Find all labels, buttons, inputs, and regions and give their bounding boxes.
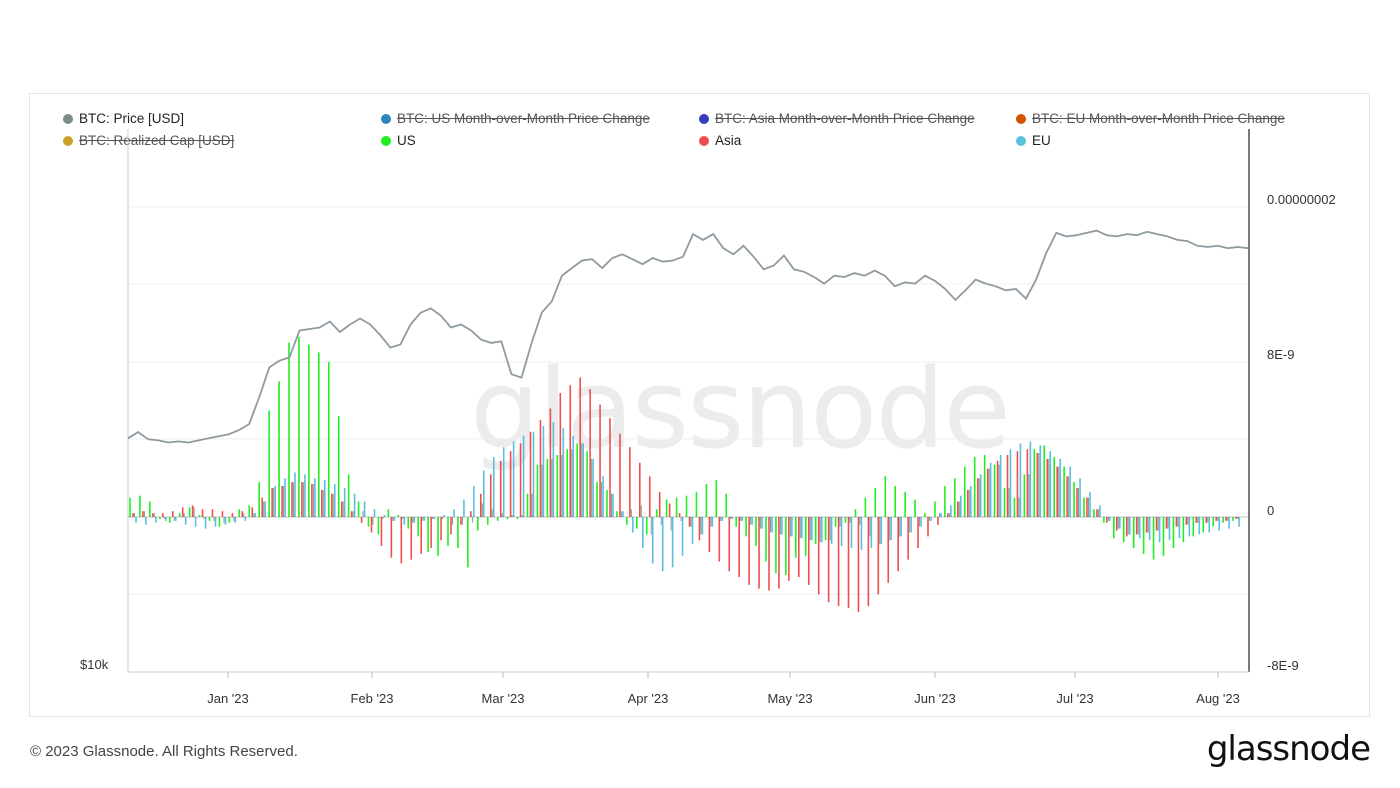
legend-label: BTC: Asia Month-over-Month Price Change [715,111,975,126]
legend-item-btc-eu-month-over-month-price-change[interactable]: BTC: EU Month-over-Month Price Change [1016,111,1285,126]
legend-label: EU [1032,133,1051,148]
legend-item-btc-realized-cap-usd[interactable]: BTC: Realized Cap [USD] [63,133,234,148]
legend-label: BTC: EU Month-over-Month Price Change [1032,111,1285,126]
legend-label: Asia [715,133,742,148]
legend-swatch [63,113,73,124]
x-tick-label: May '23 [767,691,812,706]
x-tick-label: Mar '23 [482,691,525,706]
left-axis-label: $10k [80,657,109,672]
legend-swatch [1016,113,1026,124]
x-tick-label: Jan '23 [207,691,249,706]
legend-label: US [397,133,416,148]
x-tick-label: Apr '23 [628,691,669,706]
legend-swatch [381,135,391,146]
legend-label: BTC: Realized Cap [USD] [79,133,235,148]
right-axis-label: -8E-9 [1267,658,1299,673]
x-tick-label: Jul '23 [1056,691,1093,706]
price-line [127,229,1249,444]
x-tick-label: Feb '23 [351,691,394,706]
legend-swatch [381,113,391,124]
legend-item-btc-price-usd[interactable]: BTC: Price [USD] [63,111,184,126]
glassnode-logo: glassnode [1206,729,1371,769]
x-tick-label: Jun '23 [914,691,956,706]
legend-swatch [699,135,709,146]
right-axis-label: 0.00000002 [1267,192,1336,207]
right-axis-label: 8E-9 [1267,347,1294,362]
copyright-footer: © 2023 Glassnode. All Rights Reserved. [30,743,298,760]
legend-item-eu[interactable]: EU [1016,133,1051,148]
legend-item-asia[interactable]: Asia [699,133,741,148]
right-axis-label: 0 [1267,503,1274,518]
legend-item-btc-asia-month-over-month-price-change[interactable]: BTC: Asia Month-over-Month Price Change [699,111,975,126]
legend-item-btc-us-month-over-month-price-change[interactable]: BTC: US Month-over-Month Price Change [381,111,650,126]
legend-label: BTC: US Month-over-Month Price Change [397,111,650,126]
legend-swatch [699,113,709,124]
chart-frame [29,93,1370,717]
x-tick-label: Aug '23 [1196,691,1240,706]
legend-swatch [63,135,73,146]
legend-item-us[interactable]: US [381,133,416,148]
legend-swatch [1016,135,1026,146]
legend-label: BTC: Price [USD] [79,111,185,126]
